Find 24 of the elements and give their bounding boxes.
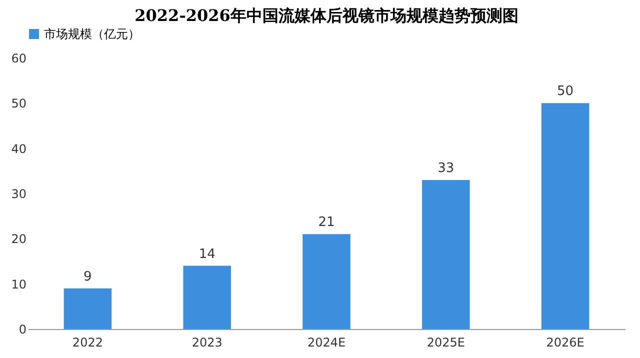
data-label: 33 — [438, 160, 454, 176]
x-tick-label: 2022 — [72, 336, 103, 350]
x-tick-label: 2026E — [546, 336, 584, 350]
data-label: 9 — [84, 269, 92, 284]
y-tick-label: 10 — [11, 277, 26, 292]
bar — [422, 180, 470, 329]
chart-title: 2022-2026年中国流媒体后视镜市场规模趋势预测图 — [134, 6, 518, 25]
y-tick-label: 20 — [11, 232, 26, 246]
data-label: 21 — [318, 215, 335, 230]
y-tick-label: 50 — [11, 96, 26, 111]
bar — [302, 234, 350, 329]
x-tick-label: 2023 — [192, 336, 222, 350]
y-tick-label: 0 — [18, 322, 26, 336]
y-tick-label: 30 — [11, 187, 26, 201]
x-tick-label: 2025E — [426, 336, 465, 350]
bar — [541, 103, 590, 329]
y-tick-label: 60 — [11, 52, 26, 66]
y-tick-label: 40 — [11, 142, 26, 156]
x-tick-label: 2024E — [307, 336, 346, 350]
legend-label: 市场规模（亿元） — [44, 27, 140, 41]
bar — [183, 266, 231, 329]
bar — [64, 288, 112, 329]
data-label: 50 — [557, 84, 574, 100]
data-label: 14 — [198, 246, 216, 262]
